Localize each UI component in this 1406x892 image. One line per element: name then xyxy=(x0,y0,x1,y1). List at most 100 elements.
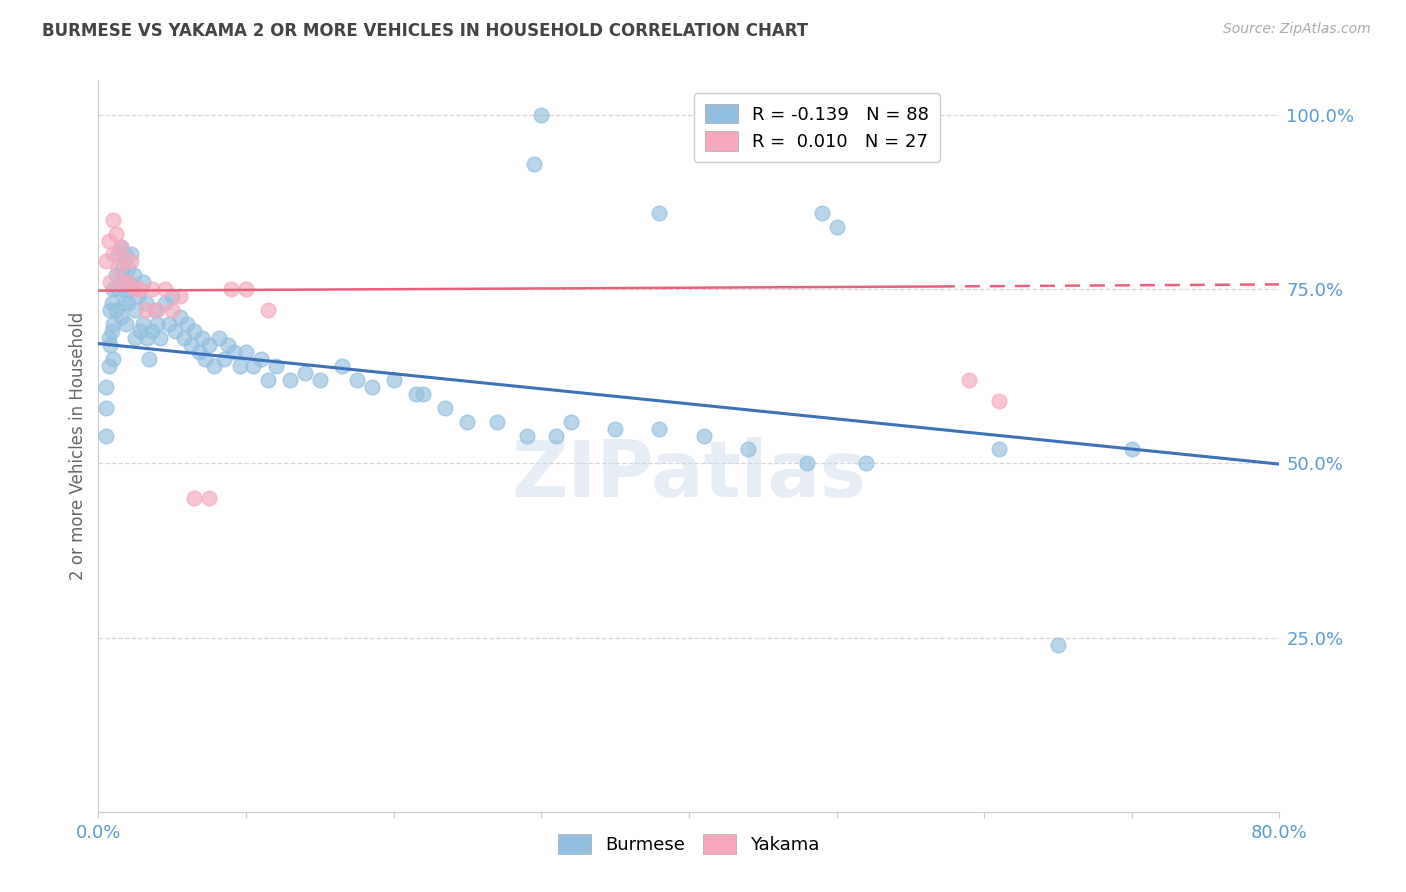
Point xyxy=(110,275,132,289)
Point xyxy=(198,491,221,506)
Point xyxy=(796,457,818,471)
Point xyxy=(120,247,142,261)
Point xyxy=(117,275,139,289)
Point xyxy=(1121,442,1143,457)
Point xyxy=(97,234,120,248)
Point xyxy=(117,296,139,310)
Point xyxy=(120,254,142,268)
Point xyxy=(229,359,252,373)
Point xyxy=(855,457,877,471)
Point xyxy=(94,254,117,268)
Point xyxy=(132,275,155,289)
Point xyxy=(135,296,157,310)
Point xyxy=(149,331,172,345)
Point xyxy=(105,303,128,318)
Point xyxy=(115,317,138,331)
Point xyxy=(117,261,139,276)
Point xyxy=(294,366,316,380)
Point xyxy=(202,359,225,373)
Point xyxy=(114,254,136,268)
Point xyxy=(94,401,117,415)
Point xyxy=(412,386,434,401)
Point xyxy=(124,282,146,296)
Point xyxy=(112,296,135,310)
Point xyxy=(110,310,132,325)
Point xyxy=(141,282,163,296)
Point xyxy=(191,331,214,345)
Point xyxy=(128,282,150,296)
Point xyxy=(143,303,166,318)
Point xyxy=(515,428,537,442)
Point xyxy=(180,338,202,352)
Point xyxy=(169,289,191,303)
Point xyxy=(810,205,832,219)
Point xyxy=(987,393,1010,408)
Point xyxy=(560,415,582,429)
Point xyxy=(103,317,125,331)
Point xyxy=(114,282,136,296)
Point xyxy=(187,345,209,359)
Point xyxy=(224,345,246,359)
Point xyxy=(360,380,382,394)
Point xyxy=(118,275,141,289)
Point xyxy=(157,317,180,331)
Point xyxy=(153,282,176,296)
Point xyxy=(176,317,198,331)
Point xyxy=(546,428,568,442)
Point xyxy=(169,310,191,325)
Point xyxy=(264,359,287,373)
Point xyxy=(111,275,134,289)
Point xyxy=(530,108,553,122)
Point xyxy=(605,421,627,435)
Point xyxy=(162,289,183,303)
Point xyxy=(111,261,134,276)
Point xyxy=(693,428,716,442)
Y-axis label: 2 or more Vehicles in Household: 2 or more Vehicles in Household xyxy=(69,312,87,580)
Point xyxy=(825,219,848,234)
Point xyxy=(183,324,205,338)
Point xyxy=(309,373,332,387)
Point xyxy=(162,303,183,318)
Point xyxy=(146,303,169,318)
Point xyxy=(648,205,671,219)
Point xyxy=(127,289,149,303)
Legend: Burmese, Yakama: Burmese, Yakama xyxy=(547,823,831,865)
Point xyxy=(217,338,239,352)
Point xyxy=(198,338,221,352)
Point xyxy=(183,491,205,506)
Point xyxy=(107,247,129,261)
Text: BURMESE VS YAKAMA 2 OR MORE VEHICLES IN HOUSEHOLD CORRELATION CHART: BURMESE VS YAKAMA 2 OR MORE VEHICLES IN … xyxy=(42,22,808,40)
Point xyxy=(146,317,169,331)
Point xyxy=(405,386,427,401)
Point xyxy=(110,240,132,254)
Point xyxy=(110,240,132,254)
Point xyxy=(107,261,129,276)
Point xyxy=(103,282,125,296)
Point xyxy=(242,359,264,373)
Point xyxy=(103,351,125,366)
Point xyxy=(97,331,120,345)
Point xyxy=(434,401,457,415)
Point xyxy=(100,296,122,310)
Point xyxy=(235,282,257,296)
Point xyxy=(122,268,145,283)
Point xyxy=(278,373,302,387)
Point xyxy=(648,421,671,435)
Point xyxy=(105,268,128,283)
Point xyxy=(208,331,231,345)
Point xyxy=(114,247,136,261)
Point xyxy=(219,282,242,296)
Point xyxy=(94,428,117,442)
Point xyxy=(382,373,405,387)
Point xyxy=(173,331,195,345)
Point xyxy=(98,303,121,318)
Point xyxy=(257,303,280,318)
Point xyxy=(124,331,146,345)
Point xyxy=(138,351,160,366)
Point xyxy=(94,380,117,394)
Point xyxy=(346,373,368,387)
Point xyxy=(212,351,235,366)
Point xyxy=(456,415,478,429)
Point xyxy=(250,351,273,366)
Point xyxy=(124,303,146,318)
